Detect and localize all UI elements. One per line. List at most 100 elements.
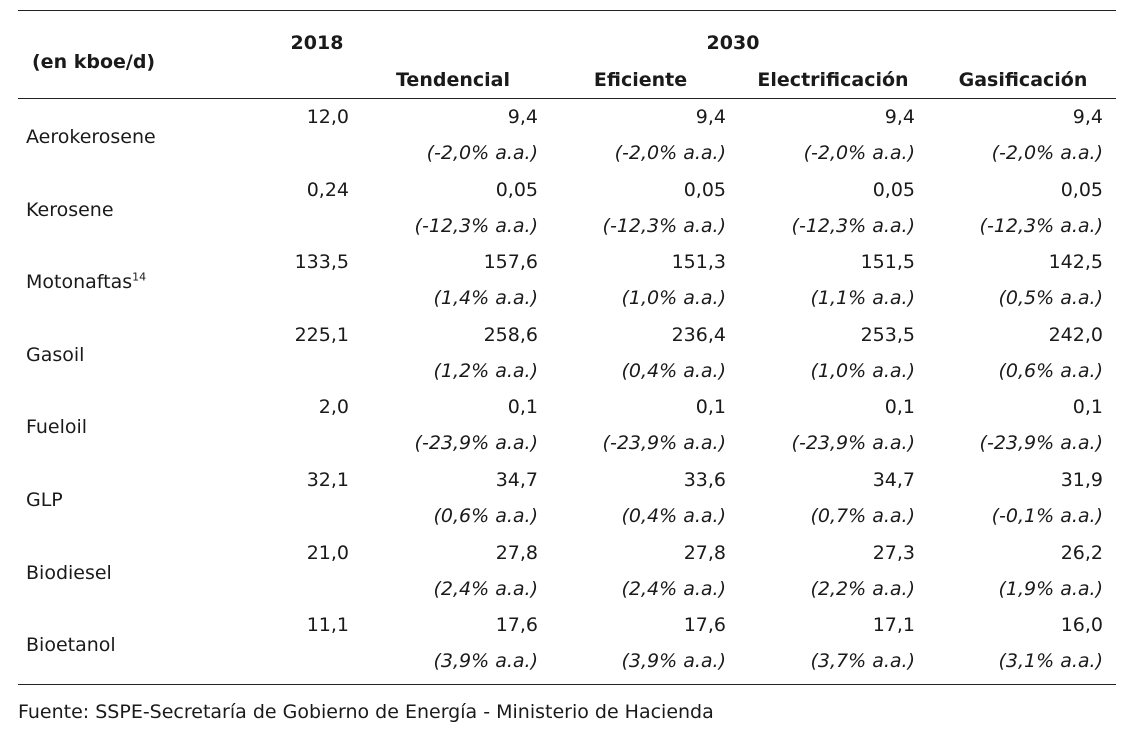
source-note: Fuente: SSPE-Secretaría de Gobierno de E… [18,701,714,723]
value-2030-gasificacion: 242,0 [1048,323,1103,346]
growth-rate: (-12,3% a.a.) [791,214,915,237]
growth-rate: (-23,9% a.a.) [791,432,915,455]
value-2030-tendencial: 0,1 [507,396,538,419]
value-2030-electrificacion: 17,1 [872,614,915,637]
value-2030-tendencial: 27,8 [495,541,538,564]
growth-rate: (0,6% a.a.) [433,504,539,527]
growth-rate: (1,0% a.a.) [621,287,727,310]
value-2030-gasificacion: 16,0 [1060,614,1103,637]
table-row: Kerosene 0,24 0,05 (-12,3% a.a.) 0,05 (-12,3%… [18,179,1116,252]
growth-rate: (2,2% a.a.) [810,577,916,600]
row-label-text: Kerosene [26,198,114,221]
growth-rate: (3,7% a.a.) [810,650,916,673]
table-body: Aerokerosene 12,0 9,4 (-2,0% a.a.) 9,4 (-2,0%… [18,106,1116,687]
value-2030-gasificacion: 26,2 [1060,541,1103,564]
footnote-marker: 14 [132,270,147,284]
value-2030-tendencial: 9,4 [507,106,538,128]
row-label: Bioetanol [26,634,116,656]
table-row: Motonaftas14 133,5 157,6 (1,4% a.a.) 151,3 (1… [18,251,1116,324]
row-label: Gasoil [26,344,84,366]
value-2030-gasificacion: 142,5 [1048,251,1103,274]
value-2030-gasificacion: 0,05 [1060,178,1103,201]
row-label-text: Bioetanol [26,634,116,657]
row-label-text: Fueloil [26,416,88,439]
value-2030-tendencial: 34,7 [495,468,538,491]
value-2030-tendencial: 17,6 [495,614,538,637]
table-row: Biodiesel 21,0 27,8 (2,4% a.a.) 27,8 (2,4% a.… [18,542,1116,615]
row-label-text: Gasoil [26,343,85,366]
growth-rate: (-2,0% a.a.) [991,142,1103,164]
row-label: Aerokerosene [26,126,156,148]
growth-rate: (2,4% a.a.) [621,577,727,600]
row-label-text: GLP [26,488,63,511]
value-2030-electrificacion: 0,1 [884,396,915,419]
value-2030-electrificacion: 253,5 [860,323,915,346]
growth-rate: (-23,9% a.a.) [602,432,726,455]
growth-rate: (0,4% a.a.) [621,504,727,527]
value-2030-electrificacion: 27,3 [872,541,915,564]
growth-rate: (-2,0% a.a.) [426,142,538,164]
growth-rate: (-23,9% a.a.) [414,432,538,455]
table-top-rule [18,10,1116,11]
year-2030-header: 2030 [706,32,760,54]
table-row: Gasoil 225,1 258,6 (1,2% a.a.) 236,4 (0,4% a.… [18,324,1116,397]
growth-rate: (0,4% a.a.) [621,359,727,382]
growth-rate: (2,4% a.a.) [433,577,539,600]
year-2018-header: 2018 [290,32,344,54]
value-2030-electrificacion: 9,4 [884,106,915,128]
growth-rate: (-12,3% a.a.) [602,214,726,237]
value-2018: 2,0 [318,396,349,419]
value-2030-eficiente: 33,6 [683,468,726,491]
table-row: GLP 32,1 34,7 (0,6% a.a.) 33,6 (0,4% a.a.) 34,… [18,469,1116,542]
value-2030-electrificacion: 151,5 [860,251,915,274]
growth-rate: (0,7% a.a.) [810,504,916,527]
value-2030-gasificacion: 0,1 [1072,396,1103,419]
unit-header: (en kboe/d) [32,51,156,73]
growth-rate: (-23,9% a.a.) [979,432,1103,455]
growth-rate: (-0,1% a.a.) [991,504,1103,527]
value-2018: 11,1 [306,614,349,637]
value-2030-tendencial: 258,6 [483,323,538,346]
scenario-header-gasificacion: Gasificación [958,69,1088,91]
value-2018: 32,1 [306,468,349,491]
scenario-header-eficiente: Eficiente [593,69,688,91]
value-2030-eficiente: 0,05 [683,178,726,201]
value-2018: 225,1 [294,323,349,346]
value-2030-gasificacion: 31,9 [1060,468,1103,491]
header-rule [18,98,1116,99]
value-2030-eficiente: 236,4 [671,323,726,346]
growth-rate: (1,2% a.a.) [433,359,539,382]
scenario-header-electrificacion: Electrificación [757,69,909,91]
value-2030-tendencial: 0,05 [495,178,538,201]
growth-rate: (1,1% a.a.) [810,287,916,310]
table-bottom-rule [18,684,1116,685]
row-label: Motonaftas14 [26,271,146,293]
value-2030-gasificacion: 9,4 [1072,106,1103,128]
growth-rate: (-12,3% a.a.) [979,214,1103,237]
row-label: Fueloil [26,416,87,438]
value-2018: 12,0 [306,106,349,128]
scenario-header-tendencial: Tendencial [396,69,510,91]
row-label: GLP [26,489,63,511]
growth-rate: (3,1% a.a.) [998,650,1104,673]
value-2030-electrificacion: 0,05 [872,178,915,201]
growth-rate: (3,9% a.a.) [433,650,539,673]
growth-rate: (1,9% a.a.) [998,577,1104,600]
row-label: Kerosene [26,199,114,221]
row-label-text: Aerokerosene [26,126,156,148]
value-2018: 21,0 [306,541,349,564]
growth-rate: (1,4% a.a.) [433,287,539,310]
growth-rate: (0,5% a.a.) [998,287,1104,310]
growth-rate: (1,0% a.a.) [810,359,916,382]
value-2030-eficiente: 9,4 [695,106,726,128]
value-2018: 133,5 [294,251,349,274]
growth-rate: (0,6% a.a.) [998,359,1104,382]
growth-rate: (-12,3% a.a.) [414,214,538,237]
row-label-text: Biodiesel [26,561,112,584]
growth-rate: (3,9% a.a.) [621,650,727,673]
value-2030-eficiente: 151,3 [671,251,726,274]
value-2030-eficiente: 27,8 [683,541,726,564]
value-2030-electrificacion: 34,7 [872,468,915,491]
row-label: Biodiesel [26,562,112,584]
value-2030-eficiente: 17,6 [683,614,726,637]
